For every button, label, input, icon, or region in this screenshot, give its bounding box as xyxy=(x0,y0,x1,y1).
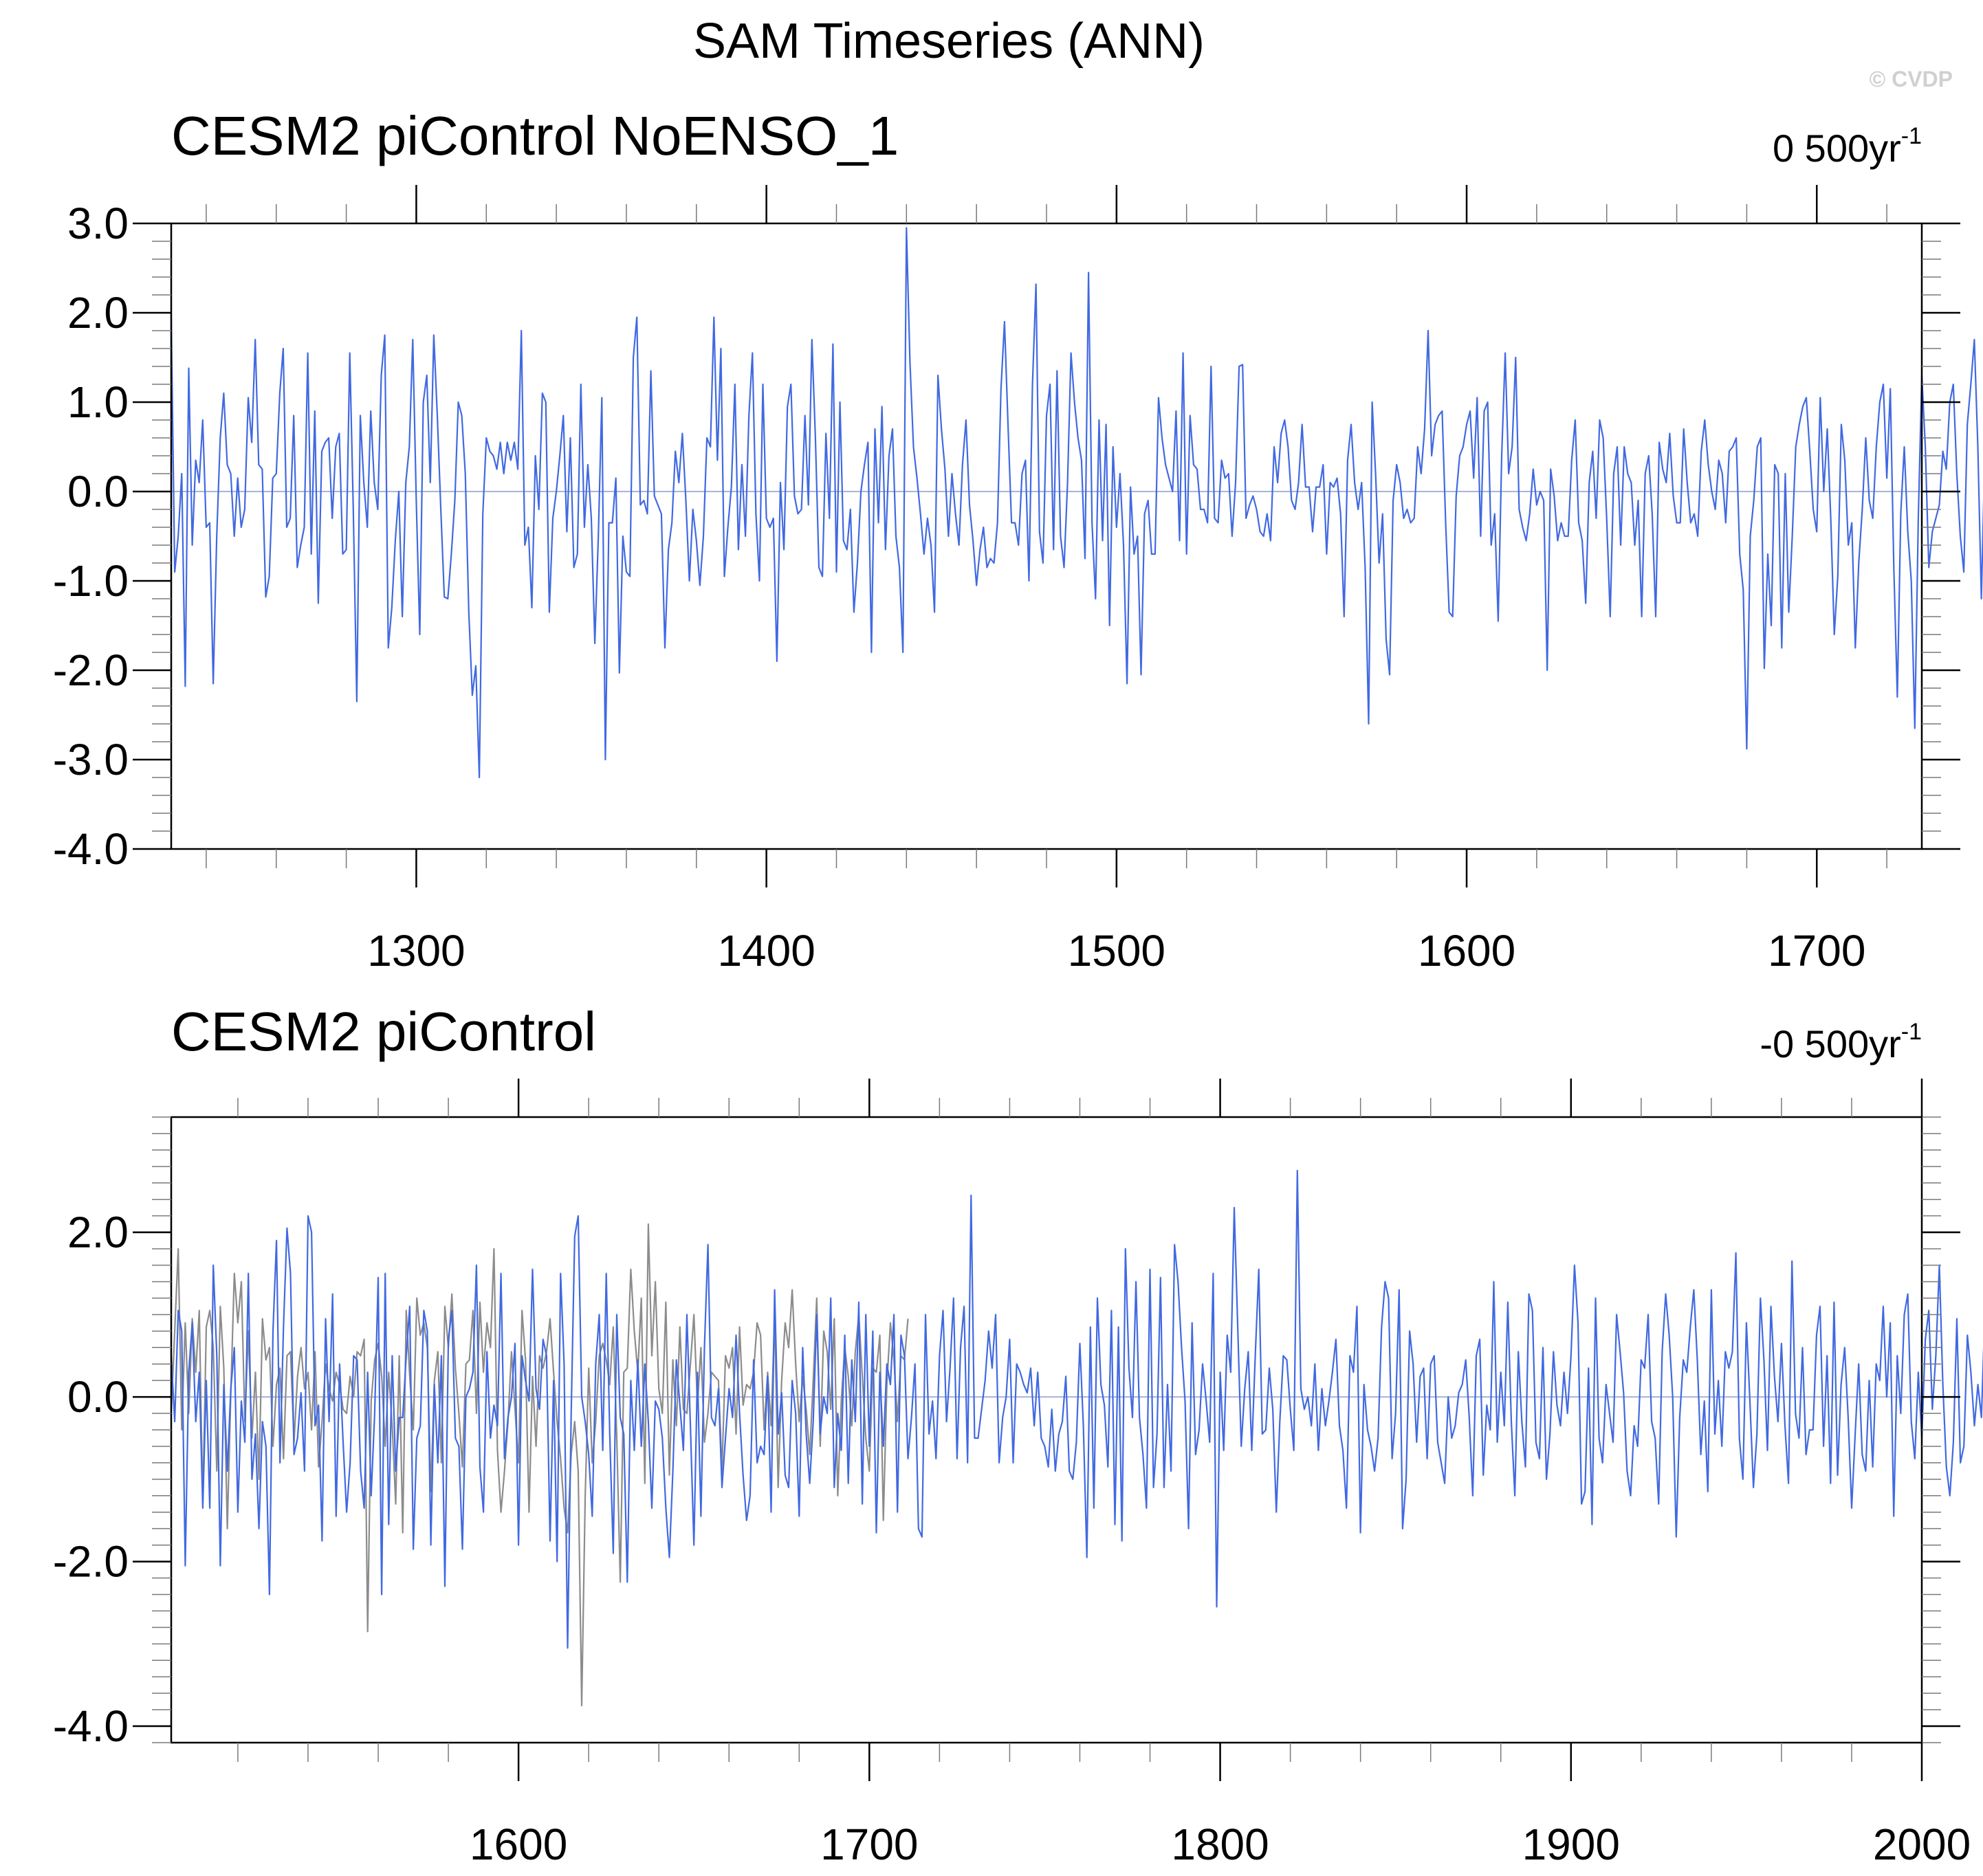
y-tick-label: 2.0 xyxy=(67,288,129,338)
y-tick-label: -2.0 xyxy=(53,645,129,695)
trend-value: -0 500yr xyxy=(1760,1022,1900,1066)
trend-value: 0 500yr xyxy=(1773,126,1901,170)
y-tick-label: 1.0 xyxy=(67,377,129,427)
trend-label: -0 500yr-1 xyxy=(1760,1019,1922,1066)
y-tick-label: 0.0 xyxy=(67,467,129,516)
watermark: © CVDP xyxy=(1870,67,1953,91)
y-tick-label: 3.0 xyxy=(67,199,129,248)
y-tick-label: -4.0 xyxy=(53,824,129,874)
series-line xyxy=(170,227,1983,779)
x-tick-label: 1700 xyxy=(820,1820,918,1869)
panel-title: CESM2 piControl xyxy=(171,1001,596,1062)
x-tick-label: 1600 xyxy=(470,1820,567,1869)
panel-noenso: CESM2 piControl NoENSO_1 0 500yr-1 -4.0 -3.… xyxy=(53,105,1983,975)
x-tick-label: 1900 xyxy=(1522,1820,1620,1869)
panel-title: CESM2 piControl NoENSO_1 xyxy=(171,105,899,166)
x-tick-label: 1600 xyxy=(1418,926,1515,975)
trend-label: 0 500yr-1 xyxy=(1773,123,1922,170)
figure-title: SAM Timeseries (ANN) xyxy=(693,14,1205,69)
x-tick-label: 1300 xyxy=(367,926,465,975)
plot-frame xyxy=(170,222,1923,850)
x-tick-label: 1700 xyxy=(1768,926,1865,975)
trend-superscript: -1 xyxy=(1901,1019,1922,1045)
x-tick-label: 1800 xyxy=(1171,1820,1269,1869)
y-tick-label: -3.0 xyxy=(53,735,129,784)
y-tick-label: -1.0 xyxy=(53,556,129,606)
y-tick-label: -2.0 xyxy=(53,1537,129,1587)
x-tick-label: 1400 xyxy=(717,926,815,975)
x-tick-label: 2000 xyxy=(1873,1820,1971,1869)
y-tick-label: 0.0 xyxy=(67,1372,129,1422)
trend-superscript: -1 xyxy=(1901,123,1922,149)
y-tick-label: -4.0 xyxy=(53,1701,129,1751)
panel-picontrol: CESM2 piControl -0 500yr-1 -4.0 -2.0 0.0 2.0 1… xyxy=(53,1001,1983,1869)
x-tick-label: 1500 xyxy=(1068,926,1165,975)
y-tick-label: 2.0 xyxy=(67,1208,129,1257)
series-line xyxy=(170,1169,1983,1649)
